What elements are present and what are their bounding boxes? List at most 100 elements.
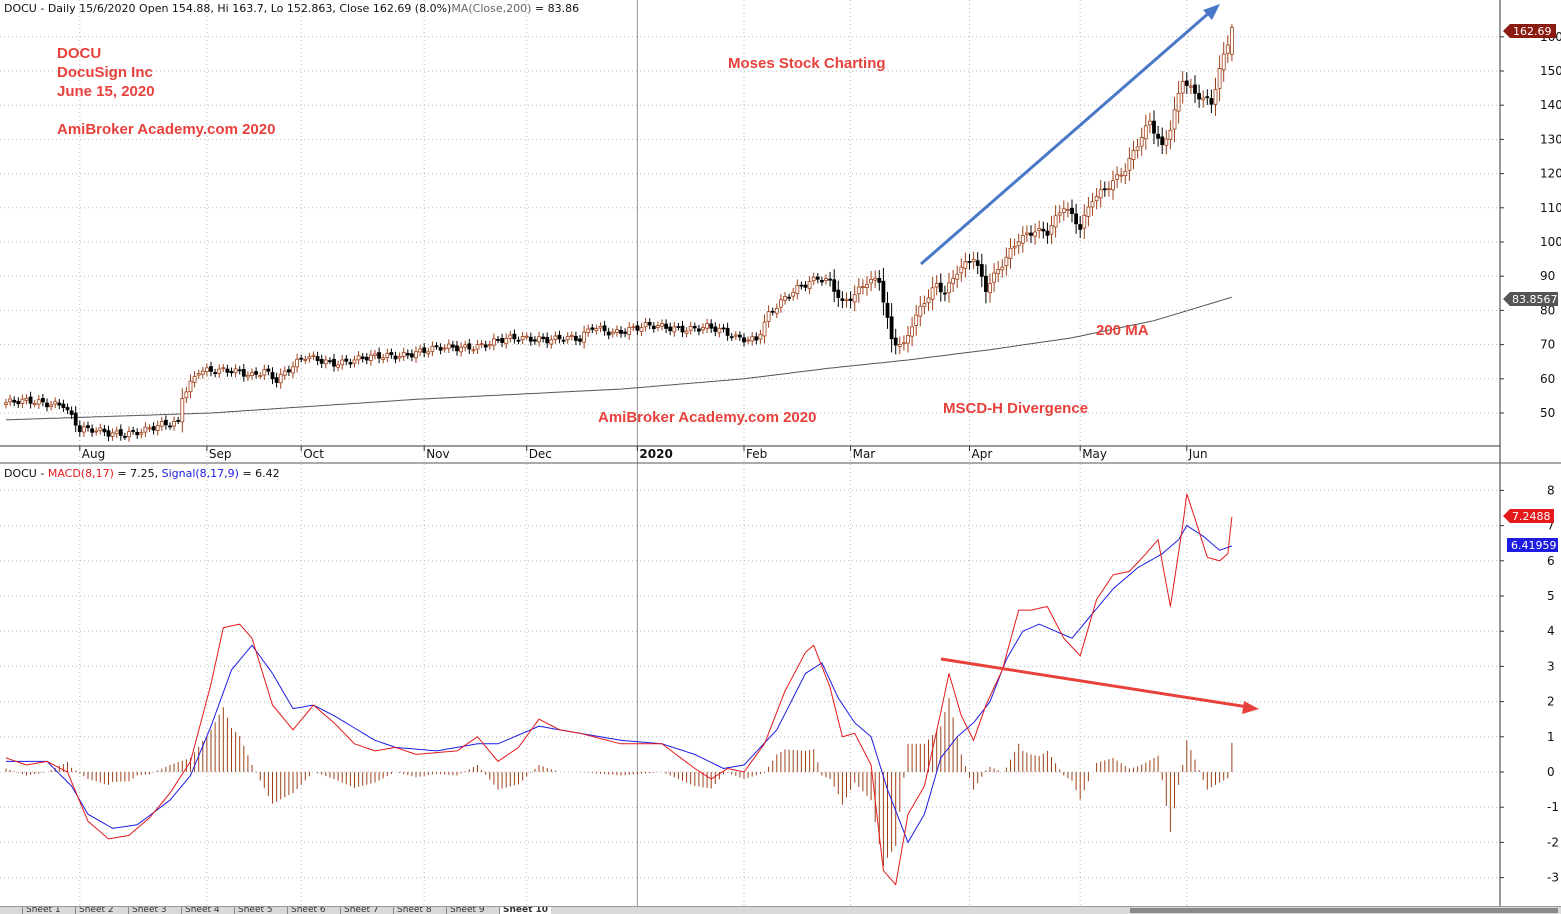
- candle-body: [184, 391, 189, 399]
- macd-histogram-layer: [5, 698, 1233, 867]
- candle-body: [619, 330, 623, 334]
- price-tick-label: 120: [1540, 167, 1561, 181]
- candle-body: [586, 328, 591, 333]
- price-tick-label: 110: [1540, 201, 1561, 215]
- candle-body: [791, 291, 796, 297]
- candle-body: [836, 289, 841, 298]
- candle-body: [1217, 68, 1222, 89]
- candle-body: [721, 327, 726, 330]
- candle-body: [426, 351, 431, 355]
- candle-body: [959, 266, 964, 274]
- candle-body: [971, 258, 976, 262]
- annotation-divergence: MSCD-H Divergence: [943, 400, 1088, 417]
- candle-body: [541, 336, 545, 340]
- candle-body: [569, 334, 574, 338]
- candle-body: [86, 425, 90, 429]
- candle-body: [848, 298, 853, 301]
- sheet-tab[interactable]: Sheet 6: [287, 907, 339, 914]
- candle-body: [979, 264, 984, 277]
- trend-arrow-down-shaft: [940, 657, 1249, 709]
- candle-body: [41, 398, 45, 403]
- candle-body: [1152, 120, 1156, 134]
- sheet-tab[interactable]: Sheet 10: [499, 907, 551, 914]
- ma200-line-layer: [5, 296, 1233, 421]
- candle-body: [176, 419, 181, 422]
- candle-body: [1148, 120, 1152, 126]
- candle-body: [291, 366, 295, 374]
- candle-body: [102, 428, 107, 433]
- candle-body: [323, 359, 328, 365]
- candle-body: [738, 334, 742, 338]
- macd-tick-label: 4: [1547, 624, 1555, 638]
- candle-body: [590, 327, 595, 330]
- sheet-tab[interactable]: Sheet 3: [128, 907, 180, 914]
- candle-body: [512, 333, 517, 340]
- date-label: Aug: [82, 447, 105, 461]
- candle-body: [1078, 224, 1083, 230]
- candle-body: [606, 331, 611, 336]
- candle-body: [397, 355, 402, 359]
- candle-body: [881, 280, 886, 303]
- candle-body: [635, 325, 640, 331]
- candle-body: [348, 362, 353, 365]
- sheet-tab[interactable]: Sheet 5: [234, 907, 286, 914]
- candle-body: [713, 326, 718, 332]
- ma200-tag-shape: [1503, 292, 1558, 306]
- candle-body: [729, 336, 734, 339]
- candle-body: [196, 373, 201, 376]
- candle-body: [1033, 231, 1037, 237]
- macd-tick-label: -2: [1547, 835, 1559, 849]
- candle-body: [180, 398, 185, 423]
- sheet-tab[interactable]: Sheet 1: [22, 907, 74, 914]
- candle-body: [615, 329, 619, 333]
- candle-body: [934, 283, 939, 288]
- candle-body: [828, 278, 832, 281]
- sheet-tab[interactable]: Sheet 9: [446, 907, 498, 914]
- candle-body: [877, 278, 882, 283]
- candle-body: [701, 327, 705, 331]
- candle-body: [98, 427, 103, 431]
- candle-body: [918, 305, 923, 317]
- candle-body: [200, 370, 205, 375]
- date-label: Apr: [972, 447, 993, 461]
- sheet-tab[interactable]: Sheet 7: [340, 907, 392, 914]
- candle-body: [533, 339, 537, 342]
- candle-body: [574, 335, 578, 341]
- candle-body: [824, 278, 828, 282]
- candle-body: [1230, 27, 1234, 55]
- candle-body: [627, 327, 632, 335]
- last-price-tag-shape: [1503, 24, 1556, 38]
- candle-body: [1213, 89, 1218, 105]
- horizontal-scrollbar[interactable]: [1130, 908, 1558, 913]
- trend-arrow-up: [920, 4, 1220, 266]
- candle-body: [393, 355, 398, 360]
- candle-body: [1143, 125, 1148, 140]
- sheet-tab[interactable]: Sheet 2: [75, 907, 127, 914]
- candle-body: [1012, 245, 1017, 249]
- candle-body: [311, 354, 316, 357]
- candle-body: [1197, 93, 1201, 100]
- candle-body: [1164, 138, 1169, 146]
- candle-body: [168, 425, 172, 428]
- candle-body: [893, 337, 898, 346]
- candle-body: [676, 326, 681, 328]
- candle-body: [114, 430, 119, 435]
- date-axis-labels: Aug Sep Oct Nov Dec 2020 Feb Mar Apr May Jun: [79, 446, 1208, 461]
- candle-body: [1221, 53, 1226, 71]
- candle-body: [1049, 225, 1054, 235]
- candle-body: [656, 325, 660, 328]
- candle-body: [1029, 232, 1033, 236]
- candle-body: [225, 368, 230, 373]
- sheet-tab[interactable]: Sheet 8: [393, 907, 445, 914]
- candle-body: [389, 352, 394, 356]
- macd-tick-label: -1: [1547, 800, 1559, 814]
- candle-body: [233, 368, 238, 374]
- candle-body: [680, 325, 685, 333]
- candle-body: [520, 336, 525, 341]
- candle-body: [1176, 93, 1181, 112]
- last-price-tag: 162.69: [1503, 24, 1556, 38]
- sheet-tab[interactable]: Sheet 4: [181, 907, 233, 914]
- ma200-tag: 83.8567: [1503, 292, 1558, 306]
- candle-body: [221, 367, 226, 370]
